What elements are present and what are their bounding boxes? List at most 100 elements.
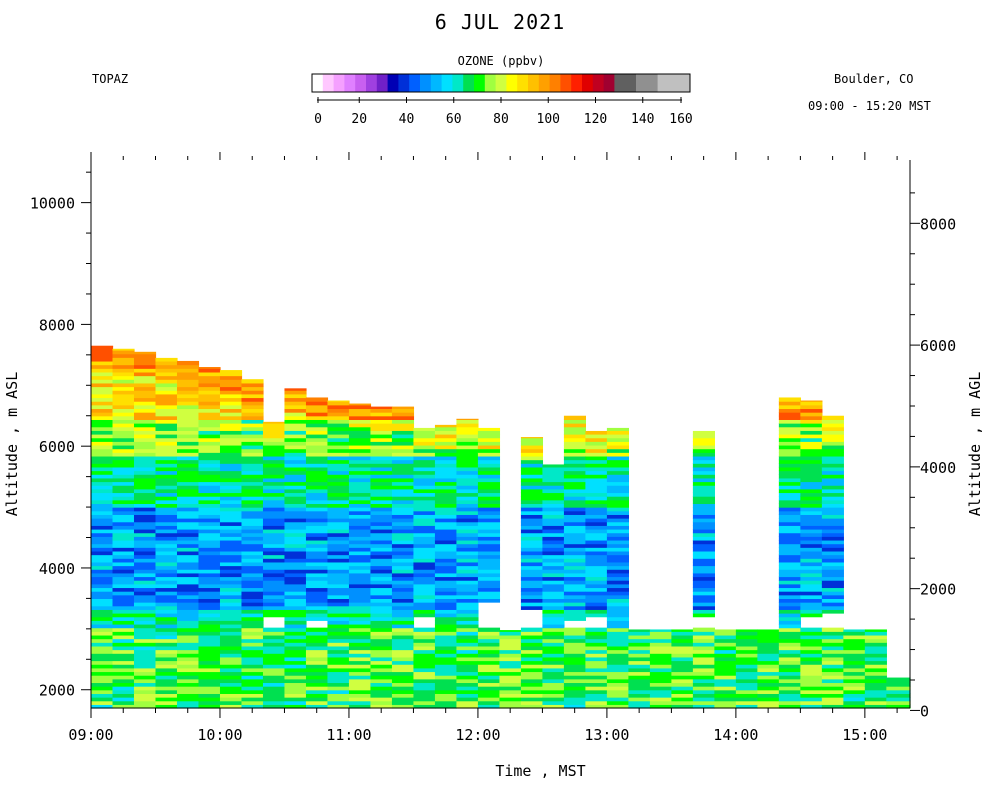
curtain-cell (176, 390, 200, 395)
curtain-cell (262, 466, 286, 472)
curtain-cell (348, 558, 372, 563)
curtain-cell (542, 536, 565, 541)
curtain-cell (155, 697, 178, 702)
curtain-cell (241, 536, 264, 541)
curtain-cell (284, 525, 307, 530)
curtain-cell (241, 587, 264, 592)
curtain-cell (305, 466, 329, 472)
curtain-cell (692, 576, 715, 581)
curtain-cell (778, 660, 801, 665)
curtain-cell (800, 689, 823, 694)
curtain-cell (714, 689, 737, 694)
curtain-cell (477, 477, 501, 483)
curtain-cell (800, 550, 823, 556)
curtain-cell (692, 536, 715, 541)
curtain-cell (370, 419, 393, 424)
curtain-cell (843, 697, 866, 702)
curtain-cell (391, 503, 415, 508)
curtain-cell (585, 558, 608, 563)
curtain-cell (241, 616, 264, 621)
curtain-cell (585, 481, 608, 486)
curtain-cell (133, 426, 157, 431)
curtain-cell (133, 466, 157, 472)
curtain-cell (370, 466, 393, 472)
curtain-cell (692, 572, 715, 578)
curtain-cell (757, 700, 780, 705)
curtain-cell (563, 496, 587, 501)
curtain-cell (585, 470, 608, 475)
curtain-cell (800, 642, 823, 647)
curtain-cell (370, 510, 393, 515)
curtain-cell (585, 613, 608, 618)
curtain-cell (778, 638, 801, 643)
curtain-cell (348, 423, 372, 428)
curtain-cell (477, 565, 501, 570)
curtain-cell (219, 689, 243, 694)
curtain-cell (434, 452, 458, 457)
time-range-label: 09:00 - 15:20 MST (808, 99, 931, 113)
colorbar-swatch (506, 74, 518, 92)
curtain-cell (327, 678, 350, 684)
curtain-cell (864, 634, 887, 640)
curtain-cell (370, 700, 393, 705)
curtain-cell (542, 572, 565, 578)
curtain-cell (456, 616, 479, 621)
curtain-cell (692, 594, 715, 599)
curtain-cell (456, 675, 479, 680)
curtain-cell (434, 623, 458, 629)
curtain-cell (241, 572, 264, 578)
curtain-cell (391, 700, 415, 705)
curtain-cell (456, 558, 479, 563)
curtain-cell (821, 656, 844, 662)
curtain-cell (800, 569, 823, 574)
curtain-cell (542, 470, 565, 475)
curtain-cell (606, 605, 630, 610)
curtain-cell (219, 682, 243, 687)
curtain-cell (112, 616, 135, 621)
curtain-cell (434, 514, 458, 519)
curtain-cell (370, 682, 393, 687)
curtain-cell (520, 587, 544, 592)
curtain-cell (219, 620, 243, 625)
curtain-cell (821, 448, 844, 453)
curtain-cell (477, 638, 501, 643)
curtain-cell (91, 404, 114, 410)
curtain-cell (112, 686, 135, 691)
curtain-cell (327, 477, 350, 483)
curtain-cell (133, 700, 157, 705)
colorbar-swatch (625, 74, 637, 92)
curtain-cell (800, 408, 823, 413)
curtain-cell (370, 580, 393, 585)
curtain-cell (133, 386, 157, 391)
curtain-cell (176, 437, 200, 442)
curtain-cell (262, 536, 286, 541)
curtain-cell (176, 634, 200, 640)
curtain-cell (176, 371, 200, 377)
curtain-cell (434, 704, 458, 709)
curtain-cell (413, 518, 436, 523)
curtain-cell (348, 678, 372, 684)
curtain-cell (778, 441, 801, 446)
curtain-cell (348, 671, 372, 676)
curtain-cell (563, 539, 587, 545)
curtain-cell (606, 539, 630, 545)
curtain-cell (542, 488, 565, 494)
curtain-cell (219, 664, 243, 669)
curtain-cell (391, 686, 415, 691)
curtain-cell (305, 598, 329, 603)
curtain-cell (649, 671, 672, 676)
curtain-cell (520, 536, 544, 541)
curtain-cell (91, 561, 114, 567)
curtain-cell (133, 631, 157, 636)
curtain-cell (585, 634, 608, 640)
curtain-cell (413, 653, 436, 658)
curtain-cell (133, 423, 157, 428)
curtain-cell (800, 704, 823, 709)
curtain-cell (133, 507, 157, 512)
curtain-cell (348, 638, 372, 643)
curtain-cell (262, 642, 286, 647)
curtain-cell (241, 390, 264, 395)
curtain-cell (155, 452, 178, 457)
curtain-cell (757, 686, 780, 691)
curtain-cell (649, 704, 672, 709)
